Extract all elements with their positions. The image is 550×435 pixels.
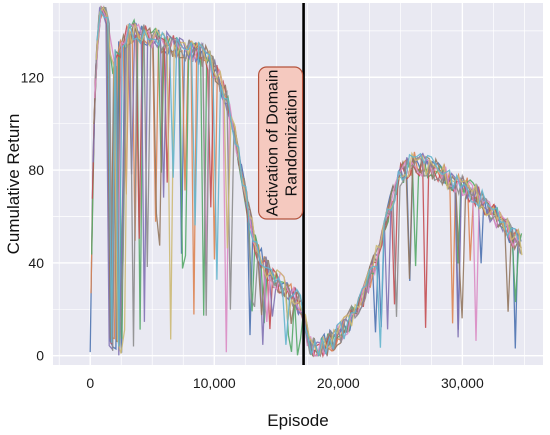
y-axis-label: Cumulative Return: [4, 114, 23, 255]
x-axis-ticks: 0 10,000 20,000 30,000: [86, 375, 484, 391]
y-tick-label: 40: [28, 255, 44, 271]
annotation-line: Randomization: [284, 90, 301, 197]
x-tick-label: 10,000: [193, 375, 236, 391]
series-line: [96, 8, 520, 356]
y-tick-label: 0: [36, 348, 44, 364]
y-tick-label: 80: [28, 162, 44, 178]
x-tick-label: 0: [86, 375, 94, 391]
annotation-line: Activation of Domain: [265, 70, 282, 217]
x-tick-label: 20,000: [317, 375, 360, 391]
series-line: [94, 6, 522, 358]
domain-randomization-annotation: Activation of Domain Randomization: [257, 66, 304, 220]
annotation-box: [257, 66, 304, 220]
x-axis-label: Episode: [267, 411, 328, 430]
series-lines: [89, 5, 523, 359]
y-axis-ticks: 0 40 80 120: [21, 69, 45, 363]
y-tick-label: 120: [21, 69, 45, 85]
x-tick-label: 30,000: [441, 375, 484, 391]
annotation-text: Activation of Domain Randomization: [265, 70, 301, 217]
